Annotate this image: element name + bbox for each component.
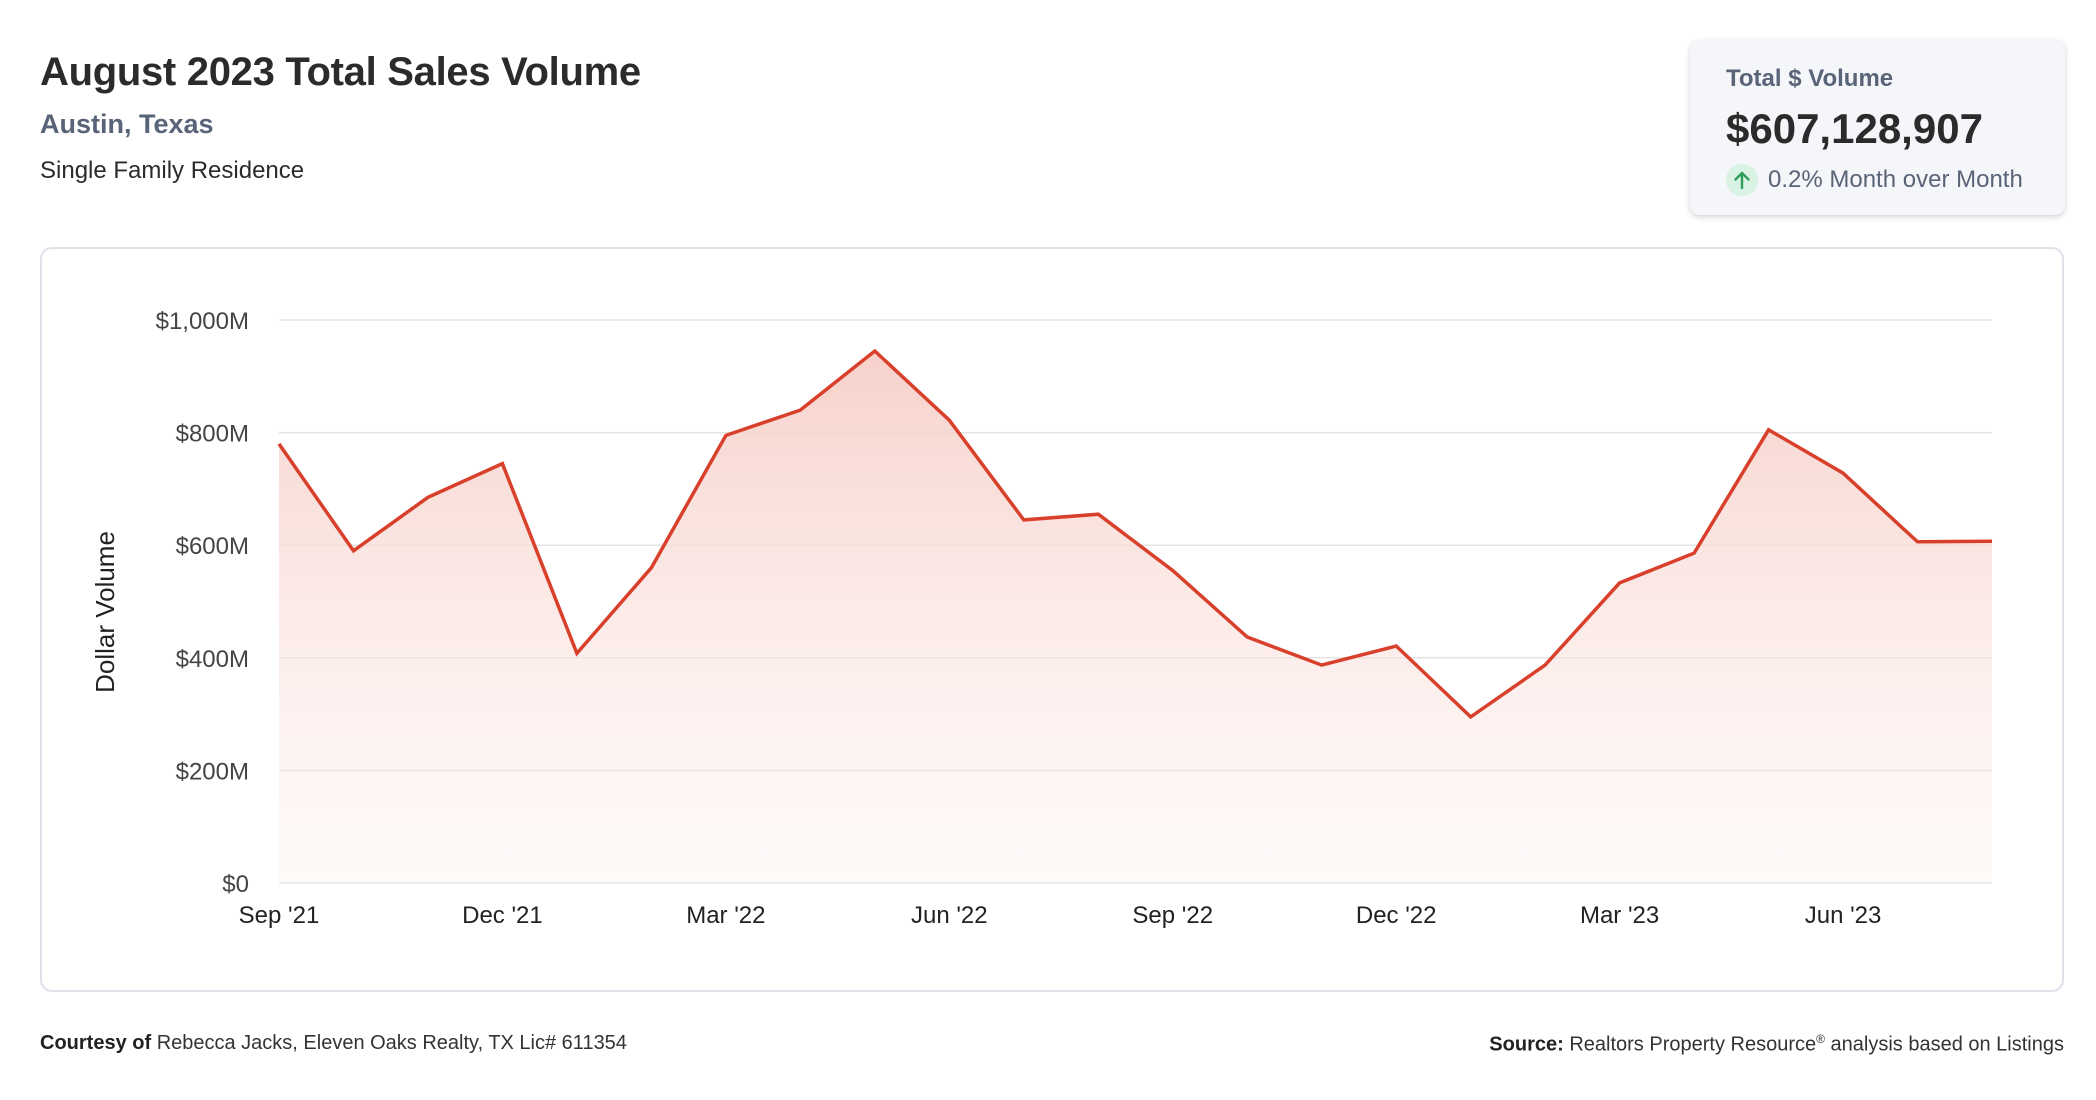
location-label: Austin, Texas xyxy=(40,109,214,139)
source-label: Source: xyxy=(1489,1033,1564,1056)
y-axis-label: Dollar Volume xyxy=(90,531,120,693)
data-point xyxy=(351,549,355,553)
courtesy-text: Rebecca Jacks, Eleven Oaks Realty, TX Li… xyxy=(156,1032,627,1054)
y-tick-label: $600M xyxy=(176,533,249,560)
courtesy-footer: Courtesy of Rebecca Jacks, Eleven Oaks R… xyxy=(40,1032,627,1055)
summary-card: Total $ Volume $607,128,907 0.2% Month o… xyxy=(1690,40,2065,215)
data-point xyxy=(1245,635,1249,639)
x-axis-ticks: Sep '21 Dec '21 Mar '22 Jun '22 Sep '22 Dec '… xyxy=(239,902,1882,929)
area-fill xyxy=(279,351,1992,883)
y-tick-label: $0 xyxy=(222,871,249,898)
source-suffix: analysis based on Listings xyxy=(1830,1033,2064,1056)
data-point xyxy=(1469,715,1473,719)
y-tick-label: $400M xyxy=(176,646,249,673)
data-point xyxy=(1767,428,1771,432)
area-path xyxy=(279,351,1992,883)
summary-change: 0.2% Month over Month xyxy=(1726,164,2029,196)
x-tick-label: Dec '21 xyxy=(462,902,543,929)
data-point xyxy=(1320,663,1324,667)
data-point xyxy=(1841,471,1845,475)
data-point xyxy=(500,462,504,466)
y-axis-ticks: $0 $200M $400M $600M $800M $1,000M xyxy=(156,308,249,898)
data-point xyxy=(1990,539,1994,543)
data-point xyxy=(1096,512,1100,516)
chart-card: $0 $200M $400M $600M $800M $1,000M Sep '21 Dec… xyxy=(40,247,2064,992)
courtesy-label: Courtesy of xyxy=(40,1032,152,1054)
x-tick-label: Jun '23 xyxy=(1805,902,1882,929)
x-tick-label: Dec '22 xyxy=(1356,902,1437,929)
series-line-path xyxy=(277,348,1993,720)
y-tick-label: $1,000M xyxy=(156,308,249,335)
data-point xyxy=(1692,551,1696,555)
property-type-label: Single Family Residence xyxy=(40,157,305,184)
data-point xyxy=(1916,540,1920,544)
x-tick-label: Jun '22 xyxy=(911,902,988,929)
data-point xyxy=(947,418,951,422)
data-point xyxy=(277,442,281,446)
y-tick-label: $200M xyxy=(176,758,249,785)
summary-value: $607,128,907 xyxy=(1726,105,1983,152)
data-point xyxy=(649,566,653,570)
arrow-up-icon xyxy=(1726,164,1758,196)
data-point xyxy=(1618,581,1622,585)
page-title: August 2023 Total Sales Volume xyxy=(40,50,641,94)
summary-change-text: 0.2% Month over Month xyxy=(1768,166,2023,193)
data-point xyxy=(426,495,430,499)
y-tick-label: $800M xyxy=(176,421,249,448)
series-line xyxy=(277,348,1994,720)
data-point xyxy=(873,349,877,353)
source-text: Realtors Property Resource xyxy=(1569,1033,1817,1056)
summary-label: Total $ Volume xyxy=(1726,65,1894,92)
data-point xyxy=(1543,663,1547,667)
data-point xyxy=(798,408,802,412)
data-point xyxy=(1171,569,1175,573)
data-point xyxy=(575,651,579,655)
source-footer: Source: Realtors Property Resource® anal… xyxy=(1489,1032,2064,1057)
x-tick-label: Mar '23 xyxy=(1580,902,1659,929)
header: August 2023 Total Sales Volume Austin, T… xyxy=(40,44,641,188)
x-tick-label: Sep '21 xyxy=(239,902,320,929)
data-point xyxy=(724,433,728,437)
registered-mark: ® xyxy=(1816,1032,1825,1046)
sales-volume-chart: $0 $200M $400M $600M $800M $1,000M Sep '21 Dec… xyxy=(90,308,1994,929)
data-point xyxy=(1022,518,1026,522)
data-point xyxy=(1394,644,1398,648)
x-tick-label: Mar '22 xyxy=(686,902,765,929)
x-tick-label: Sep '22 xyxy=(1132,902,1213,929)
